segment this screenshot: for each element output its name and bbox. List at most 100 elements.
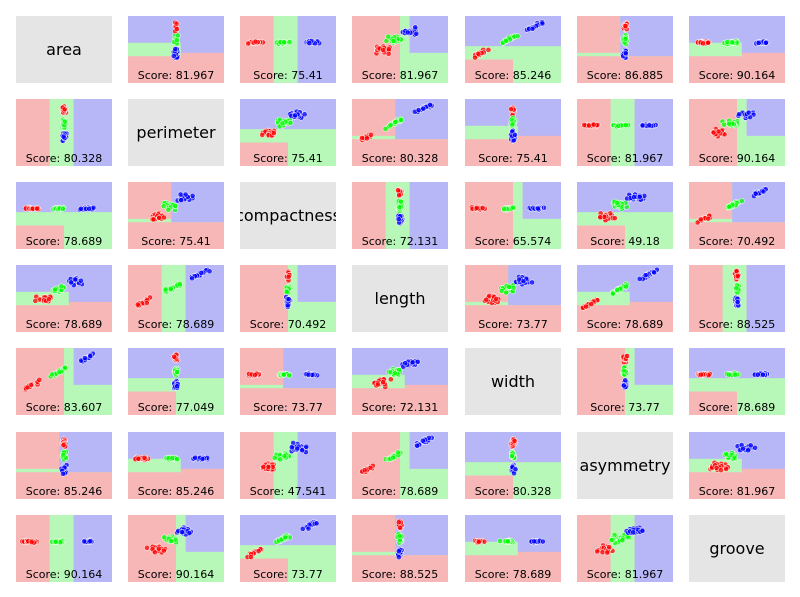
scatter-cell-asymmetry-vs-area: Score: 85.246 (16, 432, 112, 499)
scatter-cell-area-vs-compactness: Score: 75.41 (240, 16, 336, 83)
diagonal-cell-compactness: compactness (240, 182, 336, 249)
data-point-class_2 (726, 203, 733, 210)
score-label: Score: 75.41 (141, 235, 211, 248)
score-label: Score: 47.541 (249, 485, 327, 498)
decision-boundary-plot (16, 515, 112, 582)
diagonal-cell-area: area (16, 16, 112, 83)
diagonal-cell-asymmetry: asymmetry (577, 432, 673, 499)
data-point-class_1 (248, 554, 254, 560)
data-point-class_1 (368, 131, 374, 138)
data-point-class_2 (174, 369, 180, 376)
decision-boundary-plot (240, 16, 336, 83)
data-point-class_3 (87, 353, 94, 360)
data-point-class_1 (590, 121, 597, 128)
data-point-class_1 (475, 539, 482, 545)
scatter-cell-width-vs-asymmetry: Score: 73.77 (577, 348, 673, 415)
data-point-class_3 (529, 25, 536, 32)
scatter-cell-compactness-vs-area: Score: 78.689 (16, 182, 112, 249)
data-point-class_3 (285, 296, 292, 303)
data-point-class_3 (755, 40, 762, 46)
decision-region-class_1 (577, 301, 673, 332)
data-point-class_1 (374, 381, 381, 388)
data-point-class_2 (52, 286, 58, 293)
data-point-class_1 (32, 297, 39, 304)
data-point-class_3 (60, 133, 67, 140)
score-label: Score: 90.164 (698, 69, 776, 82)
score-label: Score: 65.574 (474, 235, 552, 248)
data-point-class_2 (174, 32, 181, 39)
data-point-class_2 (724, 39, 731, 45)
data-point-class_3 (414, 358, 421, 365)
data-point-class_2 (619, 537, 626, 544)
decision-boundary-plot (128, 348, 224, 415)
decision-region-class_2 (161, 265, 186, 332)
data-point-class_1 (45, 296, 52, 303)
score-label: Score: 75.41 (253, 152, 323, 165)
score-label: Score: 85.246 (25, 485, 103, 498)
decision-boundary-plot (352, 515, 448, 582)
decision-boundary-plot (352, 16, 448, 83)
data-point-class_1 (622, 23, 629, 29)
decision-boundary-plot (352, 99, 448, 166)
data-point-class_1 (252, 372, 258, 378)
data-point-class_2 (608, 537, 615, 543)
score-label: Score: 70.492 (249, 318, 327, 331)
score-label: Score: 77.049 (137, 401, 215, 414)
data-point-class_2 (501, 205, 508, 212)
data-point-class_2 (509, 121, 516, 128)
data-point-class_2 (281, 453, 288, 459)
data-point-class_1 (270, 130, 277, 136)
data-point-class_2 (62, 364, 68, 371)
data-point-class_3 (189, 275, 195, 282)
scatter-cell-asymmetry-vs-compactness: Score: 47.541 (240, 432, 336, 499)
data-point-class_1 (588, 301, 595, 307)
decision-region-class_1 (128, 222, 224, 249)
decision-boundary-plot (689, 99, 785, 166)
decision-region-class_3 (409, 182, 448, 249)
data-point-class_2 (504, 538, 511, 545)
data-point-class_3 (512, 466, 519, 473)
data-point-class_3 (736, 111, 742, 118)
data-point-class_1 (252, 38, 259, 45)
scatter-cell-asymmetry-vs-length: Score: 78.689 (352, 432, 448, 499)
data-point-class_2 (615, 122, 622, 129)
decision-region-class_1 (577, 16, 621, 53)
data-point-class_1 (710, 129, 717, 136)
decision-boundary-plot (465, 515, 561, 582)
data-point-class_2 (739, 198, 745, 204)
scatter-cell-area-vs-asymmetry: Score: 86.885 (577, 16, 673, 83)
decision-region-class_1 (352, 99, 396, 136)
data-point-class_2 (60, 206, 66, 212)
scatter-cell-groove-vs-asymmetry: Score: 81.967 (577, 515, 673, 582)
decision-boundary-plot (577, 348, 673, 415)
data-point-class_3 (199, 456, 206, 462)
data-point-class_1 (380, 379, 387, 386)
data-point-class_1 (134, 301, 141, 308)
score-label: Score: 80.328 (361, 152, 439, 165)
feature-label: asymmetry (579, 456, 671, 475)
data-point-class_3 (198, 270, 205, 276)
decision-region-class_3 (297, 265, 336, 302)
data-point-class_1 (723, 466, 730, 472)
score-label: Score: 90.164 (25, 568, 103, 581)
data-point-class_3 (420, 105, 427, 112)
scatter-cell-area-vs-width: Score: 85.246 (465, 16, 561, 83)
score-label: Score: 90.164 (698, 152, 776, 165)
scatter-cell-length-vs-asymmetry: Score: 78.689 (577, 265, 673, 332)
data-point-class_1 (700, 40, 706, 47)
data-point-class_2 (622, 122, 629, 128)
decision-region-class_1 (352, 384, 448, 415)
data-point-class_1 (395, 187, 401, 194)
score-label: Score: 78.689 (361, 485, 439, 498)
decision-region-class_1 (16, 225, 64, 249)
data-point-class_1 (135, 455, 142, 462)
data-point-class_1 (141, 454, 148, 461)
scatter-cell-length-vs-width: Score: 73.77 (465, 265, 561, 332)
data-point-class_3 (427, 102, 433, 108)
decision-region-class_1 (689, 222, 785, 249)
feature-label: width (490, 372, 536, 391)
decision-boundary-plot (240, 348, 336, 415)
diagonal-cell-length: length (352, 265, 448, 332)
data-point-class_3 (540, 538, 546, 545)
decision-region-class_1 (689, 182, 733, 219)
